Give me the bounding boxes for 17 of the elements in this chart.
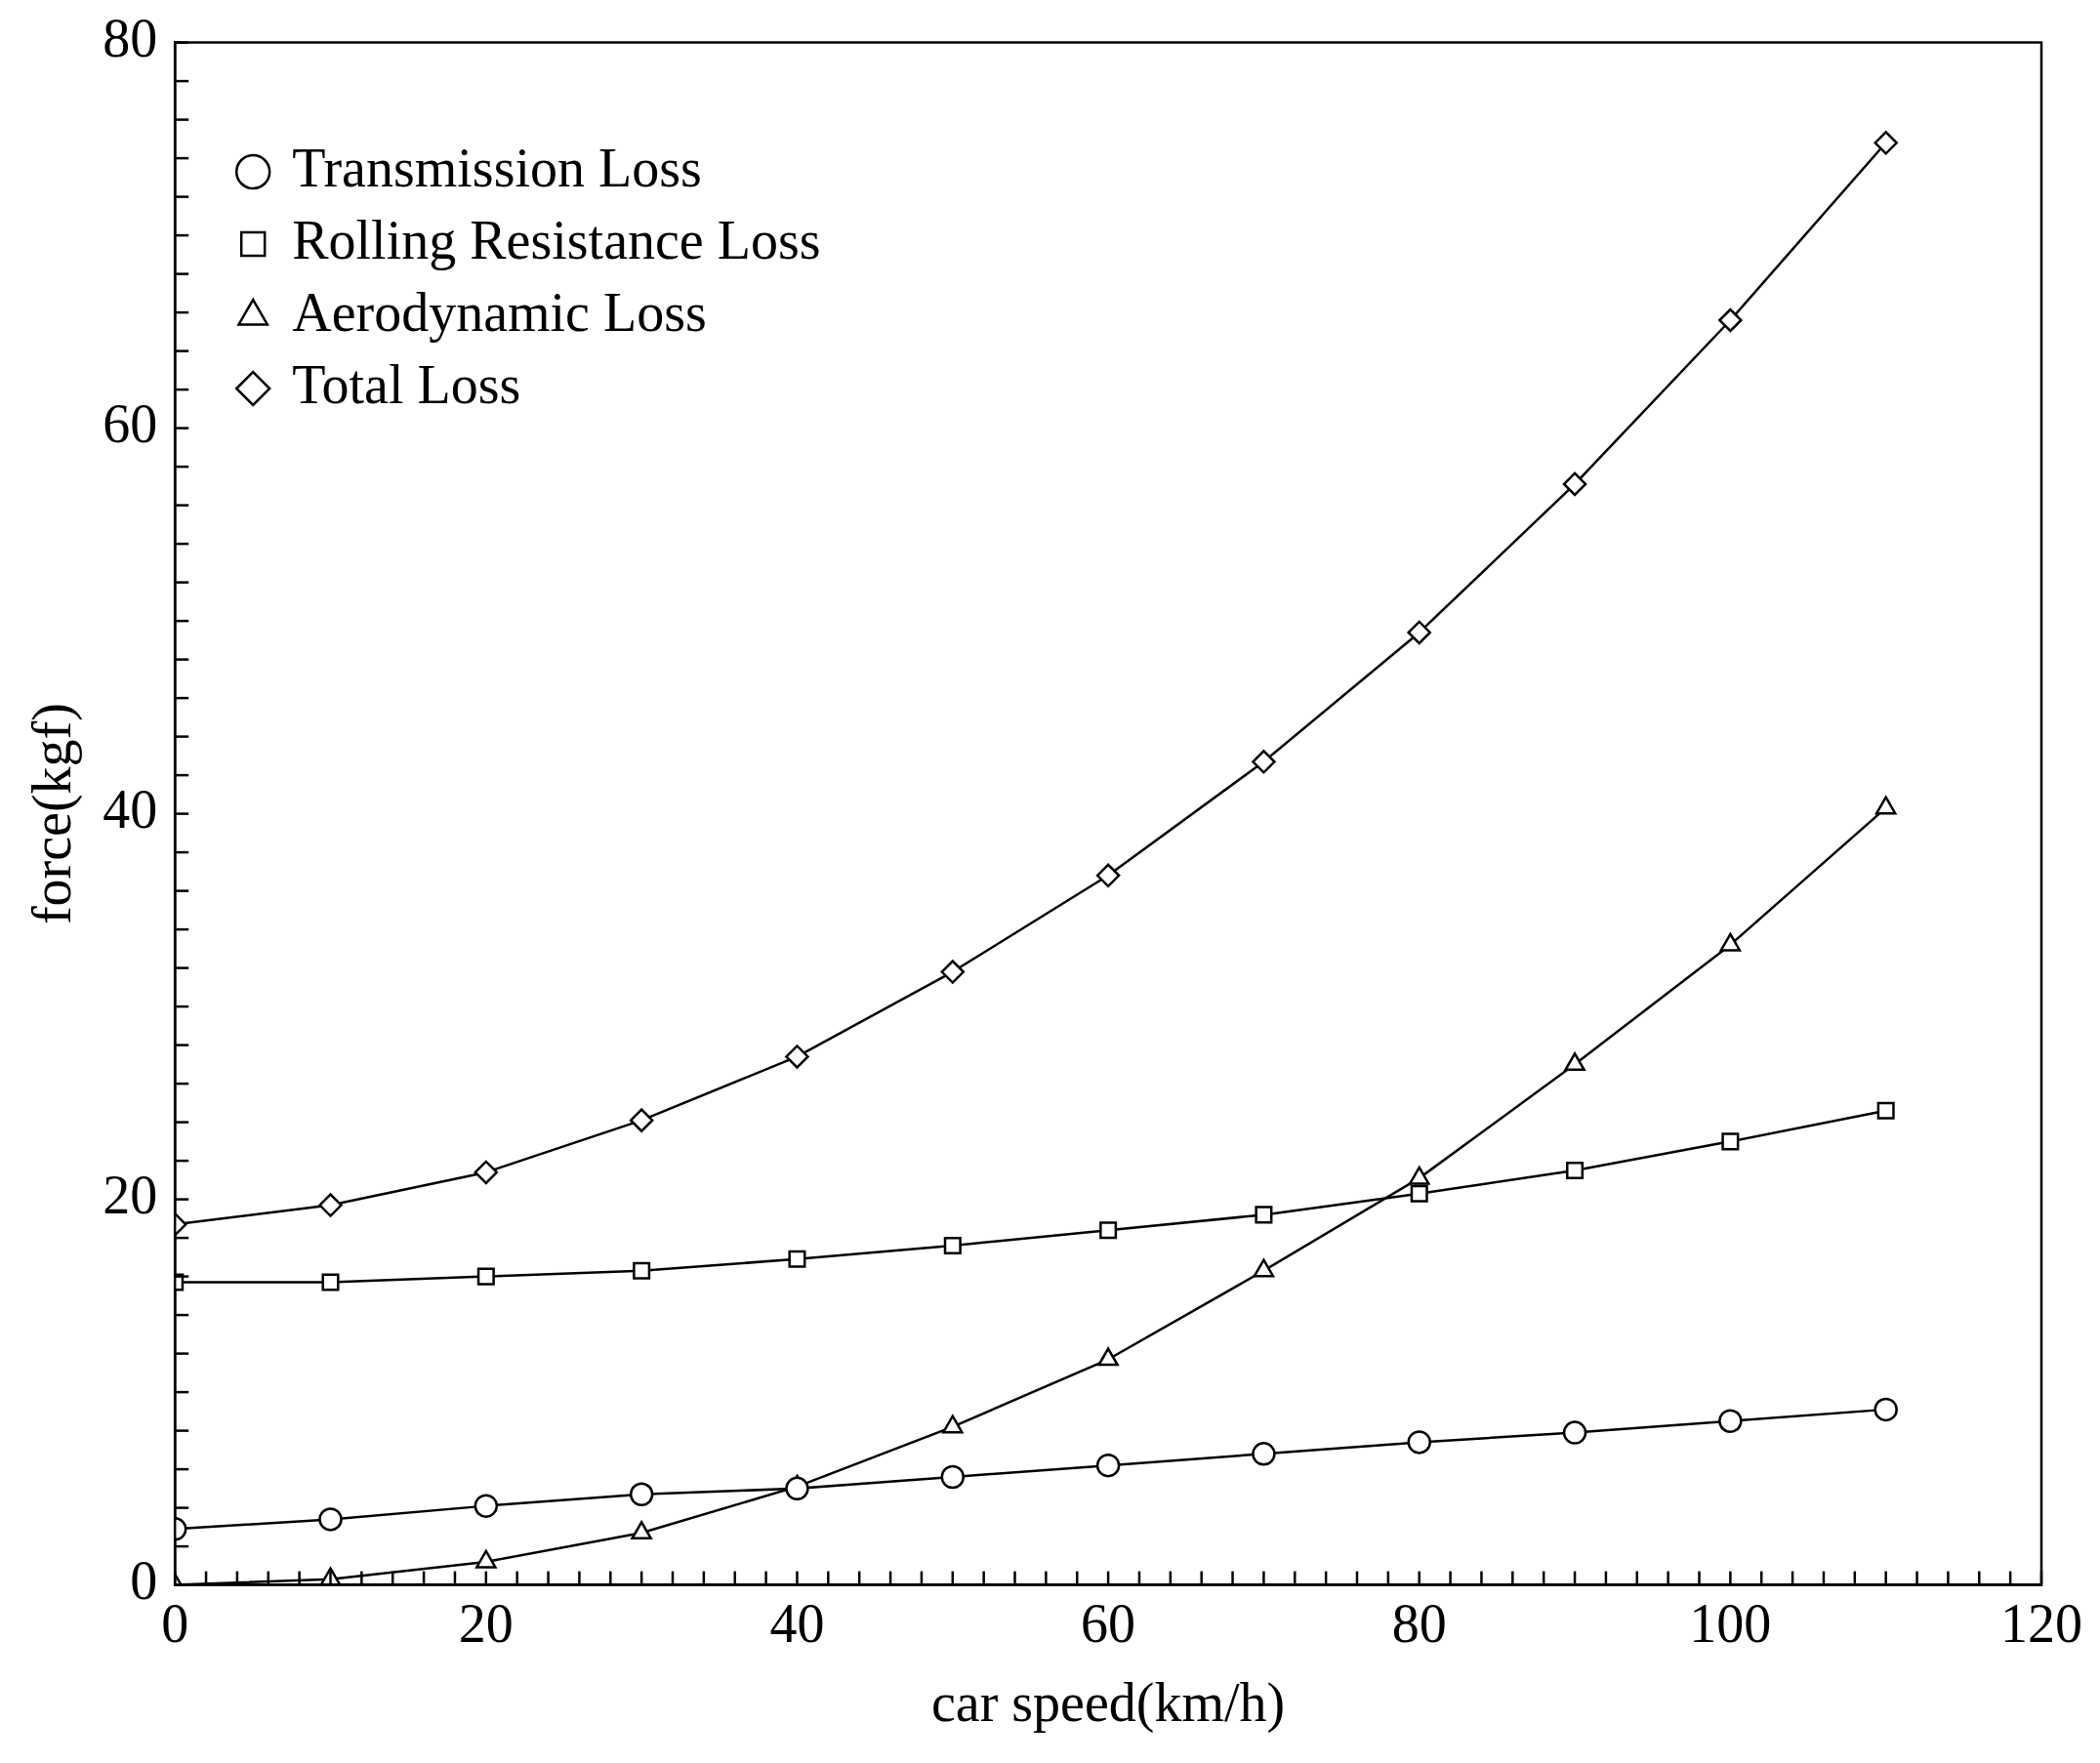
legend-label: Total Loss	[292, 353, 521, 415]
y-tick-label: 40	[103, 779, 158, 840]
legend-label: Aerodynamic Loss	[292, 281, 707, 343]
y-tick-label: 60	[103, 393, 158, 455]
y-tick-label: 80	[103, 8, 158, 69]
x-axis-title: car speed(km/h)	[930, 1672, 1286, 1735]
x-tick-label: 80	[1391, 1592, 1447, 1654]
x-tick-label: 60	[1081, 1592, 1136, 1654]
y-tick-label: 20	[103, 1165, 158, 1226]
x-tick-label: 40	[769, 1592, 825, 1654]
x-tick-label: 120	[2000, 1592, 2082, 1654]
legend-label: Rolling Resistance Loss	[292, 209, 821, 270]
y-tick-label: 0	[130, 1550, 158, 1612]
y-axis-title: force(kgf)	[21, 703, 84, 925]
x-tick-label: 100	[1689, 1592, 1772, 1654]
legend-label: Transmission Loss	[292, 137, 702, 198]
x-tick-label: 20	[458, 1592, 514, 1654]
